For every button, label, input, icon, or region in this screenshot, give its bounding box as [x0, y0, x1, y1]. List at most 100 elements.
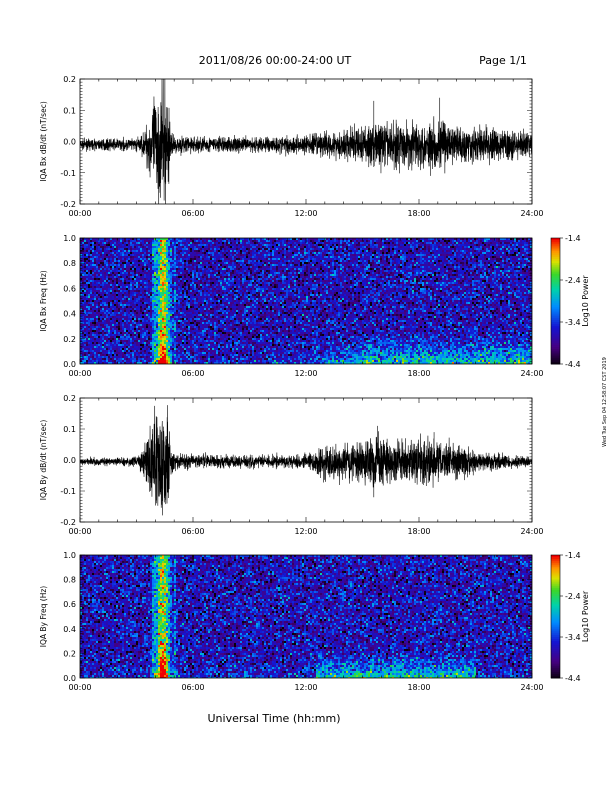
heatmap-cell [218, 334, 220, 336]
heatmap-cell [162, 282, 164, 284]
heatmap-cell [194, 294, 196, 296]
heatmap-cell [104, 246, 106, 248]
heatmap-cell [196, 346, 198, 348]
heatmap-cell [102, 286, 104, 288]
heatmap-cell [84, 274, 86, 276]
heatmap-cell [196, 304, 198, 306]
heatmap-cell [184, 240, 186, 242]
heatmap-cell [126, 302, 128, 304]
heatmap-cell [114, 306, 116, 308]
heatmap-cell [192, 264, 194, 266]
heatmap-cell [212, 360, 214, 362]
heatmap-cell [82, 316, 84, 318]
heatmap-cell [232, 302, 234, 304]
heatmap-cell [94, 346, 96, 348]
heatmap-cell [170, 358, 172, 360]
heatmap-cell [182, 268, 184, 270]
heatmap-cell [92, 322, 94, 324]
heatmap-cell [182, 248, 184, 250]
heatmap-cell [200, 262, 202, 264]
heatmap-cell [170, 258, 172, 260]
heatmap-cell [208, 272, 210, 274]
heatmap-cell [88, 296, 90, 298]
heatmap-cell [162, 298, 164, 300]
heatmap-cell [88, 344, 90, 346]
heatmap-cell [122, 266, 124, 268]
heatmap-cell [154, 332, 156, 334]
heatmap-cell [198, 302, 200, 304]
heatmap-cell [182, 330, 184, 332]
heatmap-cell [106, 256, 108, 258]
heatmap-cell [96, 300, 98, 302]
heatmap-cell [126, 340, 128, 342]
heatmap-cell [144, 358, 146, 360]
heatmap-cell [150, 344, 152, 346]
heatmap-cell [188, 276, 190, 278]
heatmap-cell [166, 240, 168, 242]
heatmap-cell [114, 272, 116, 274]
heatmap-cell [172, 272, 174, 274]
heatmap-cell [204, 264, 206, 266]
heatmap-cell [214, 286, 216, 288]
heatmap-cell [228, 340, 230, 342]
heatmap-cell [204, 278, 206, 280]
heatmap-cell [172, 282, 174, 284]
heatmap-cell [108, 306, 110, 308]
heatmap-cell [200, 266, 202, 268]
heatmap-cell [114, 250, 116, 252]
heatmap-cell [138, 266, 140, 268]
heatmap-cell [92, 354, 94, 356]
heatmap-cell [200, 258, 202, 260]
heatmap-cell [232, 282, 234, 284]
heatmap-cell [200, 308, 202, 310]
heatmap-cell [232, 254, 234, 256]
heatmap-cell [102, 262, 104, 264]
heatmap-cell [218, 296, 220, 298]
heatmap-cell [138, 290, 140, 292]
heatmap-cell [126, 318, 128, 320]
heatmap-cell [86, 282, 88, 284]
heatmap-cell [80, 260, 82, 262]
heatmap-cell [200, 332, 202, 334]
heatmap-cell [210, 292, 212, 294]
heatmap-cell [148, 334, 150, 336]
heatmap-cell [132, 256, 134, 258]
heatmap-cell [108, 322, 110, 324]
heatmap-cell [230, 336, 232, 338]
heatmap-cell [102, 280, 104, 282]
heatmap-cell [210, 354, 212, 356]
heatmap-cell [218, 356, 220, 358]
heatmap-cell [194, 362, 196, 364]
heatmap-cell [182, 246, 184, 248]
heatmap-cell [200, 360, 202, 362]
heatmap-cell [104, 322, 106, 324]
heatmap-cell [218, 252, 220, 254]
heatmap-cell [144, 254, 146, 256]
heatmap-cell [130, 276, 132, 278]
heatmap-cell [218, 330, 220, 332]
heatmap-cell [232, 256, 234, 258]
heatmap-cell [142, 296, 144, 298]
heatmap-cell [122, 262, 124, 264]
heatmap-cell [232, 246, 234, 248]
heatmap-cell [184, 362, 186, 364]
heatmap-cell [132, 312, 134, 314]
heatmap-cell [164, 248, 166, 250]
heatmap-cell [198, 330, 200, 332]
heatmap-cell [130, 296, 132, 298]
heatmap-cell [140, 328, 142, 330]
heatmap-cell [172, 340, 174, 342]
heatmap-cell [180, 340, 182, 342]
heatmap-cell [88, 290, 90, 292]
heatmap-cell [110, 338, 112, 340]
heatmap-cell [110, 336, 112, 338]
heatmap-cell [224, 252, 226, 254]
heatmap-cell [110, 318, 112, 320]
heatmap-cell [156, 268, 158, 270]
heatmap-cell [146, 360, 148, 362]
heatmap-cell [194, 322, 196, 324]
heatmap-cell [156, 320, 158, 322]
heatmap-cell [128, 348, 130, 350]
heatmap-cell [228, 306, 230, 308]
heatmap-cell [212, 242, 214, 244]
